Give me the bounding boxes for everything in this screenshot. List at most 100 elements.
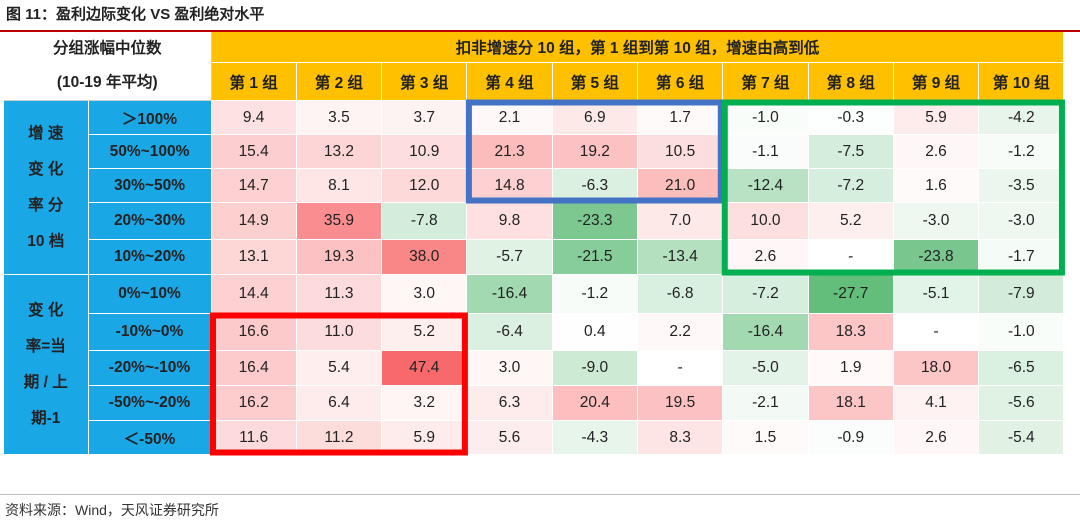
heatmap-cell: -6.8: [637, 274, 724, 314]
row-group-label-line: 10 档: [27, 232, 65, 250]
heatmap-cell: 16.2: [211, 385, 297, 421]
heatmap-cell: 1.5: [722, 420, 809, 455]
column-header: 第 6 组: [637, 62, 724, 101]
column-header: 第 10 组: [978, 62, 1065, 101]
heatmap-cell: 14.9: [211, 202, 297, 240]
heatmap-cell: -3.0: [893, 202, 980, 240]
row-group-label-line: 增 速: [28, 124, 64, 142]
heatmap-cell: 14.7: [211, 168, 297, 203]
heatmap-cell: 16.6: [211, 313, 297, 351]
heatmap-cell: -16.4: [722, 313, 809, 351]
heatmap-cell: -1.0: [978, 313, 1065, 351]
heatmap-cell: 5.9: [381, 420, 468, 455]
row-label: -10%~0%: [88, 313, 212, 351]
heatmap-cell: 21.0: [637, 168, 724, 203]
title-rule: [0, 30, 1080, 32]
row-group-label: 变 化率=当期 / 上期-1: [4, 274, 89, 455]
heatmap-cell: 3.5: [296, 100, 383, 135]
row-group-label-line: 期-1: [31, 409, 61, 427]
heatmap-cell: 13.2: [296, 134, 383, 169]
heatmap-cell: 11.6: [211, 420, 297, 455]
heatmap-cell: 3.0: [466, 350, 553, 386]
heatmap-cell: 6.3: [466, 385, 553, 421]
row-label: 0%~10%: [88, 274, 212, 314]
heatmap-cell: -5.6: [978, 385, 1065, 421]
heatmap-cell: 4.1: [893, 385, 980, 421]
heatmap-cell: -6.4: [466, 313, 553, 351]
heatmap-cell: -5.7: [466, 239, 553, 275]
heatmap-cell: 18.0: [893, 350, 980, 386]
heatmap-cell: -21.5: [552, 239, 638, 275]
heatmap-cell: -: [893, 313, 980, 351]
heatmap-cell: 2.6: [893, 134, 980, 169]
heatmap-cell: -5.4: [978, 420, 1065, 455]
heatmap-cell: -12.4: [722, 168, 809, 203]
column-header: 第 5 组: [552, 62, 638, 101]
row-group-label: 增 速变 化率 分 10 档: [4, 100, 89, 275]
figure-title: 图 11：盈利边际变化 VS 盈利绝对水平: [6, 6, 265, 23]
heatmap-table: 分组涨幅中位数 (10-19 年平均) 扣非增速分 10 组，第 1 组到第 10 …: [4, 32, 1065, 455]
row-label: 10%~20%: [88, 239, 212, 275]
heatmap-cell: 11.2: [296, 420, 383, 455]
heatmap-cell: 15.4: [211, 134, 297, 169]
heatmap-cell: -4.3: [552, 420, 638, 455]
heatmap-cell: 2.6: [893, 420, 980, 455]
heatmap-cell: -9.0: [552, 350, 638, 386]
column-header: 第 3 组: [381, 62, 468, 101]
heatmap-cell: -23.3: [552, 202, 638, 240]
heatmap-cell: 14.4: [211, 274, 297, 314]
highlight-box: [721, 99, 1065, 276]
row-group-label-line: 率=当: [25, 337, 66, 355]
column-header: 第 7 组: [722, 62, 809, 101]
heatmap-cell: 1.9: [808, 350, 894, 386]
heatmap-cell: 7.0: [637, 202, 724, 240]
heatmap-cell: 8.1: [296, 168, 383, 203]
column-header: 第 1 组: [211, 62, 297, 101]
column-group-title: 扣非增速分 10 组，第 1 组到第 10 组，增速由高到低: [211, 32, 1065, 64]
heatmap-cell: 11.0: [296, 313, 383, 351]
heatmap-cell: -7.2: [722, 274, 809, 314]
heatmap-cell: 47.4: [381, 350, 468, 386]
heatmap-cell: -6.3: [552, 168, 638, 203]
heatmap-cell: 13.1: [211, 239, 297, 275]
heatmap-cell: 2.1: [466, 100, 553, 135]
source-note: 资料来源：Wind，天风证券研究所: [5, 502, 219, 518]
row-group-label-line: 率 分: [28, 196, 64, 214]
row-label: 20%~30%: [88, 202, 212, 240]
heatmap-cell: -: [637, 350, 724, 386]
heatmap-cell: 6.4: [296, 385, 383, 421]
row-label: ＞100%: [88, 100, 212, 135]
heatmap-cell: 5.2: [381, 313, 468, 351]
heatmap-cell: 1.6: [893, 168, 980, 203]
heatmap-cell: 21.3: [466, 134, 553, 169]
heatmap-cell: -1.7: [978, 239, 1065, 275]
heatmap-cell: 18.3: [808, 313, 894, 351]
column-header: 第 8 组: [808, 62, 894, 101]
heatmap-cell: 5.4: [296, 350, 383, 386]
heatmap-cell: -5.0: [722, 350, 809, 386]
heatmap-cell: 14.8: [466, 168, 553, 203]
heatmap-cell: -1.0: [722, 100, 809, 135]
column-header: 第 9 组: [893, 62, 980, 101]
heatmap-cell: 3.7: [381, 100, 468, 135]
column-header: 第 2 组: [296, 62, 383, 101]
heatmap-cell: 5.2: [808, 202, 894, 240]
heatmap-cell: -0.3: [808, 100, 894, 135]
heatmap-cell: -4.2: [978, 100, 1065, 135]
row-label: -50%~-20%: [88, 385, 212, 421]
heatmap-cell: 0.4: [552, 313, 638, 351]
heatmap-cell: 19.2: [552, 134, 638, 169]
heatmap-cell: 6.9: [552, 100, 638, 135]
heatmap-cell: 20.4: [552, 385, 638, 421]
heatmap-cell: -1.1: [722, 134, 809, 169]
row-group-label-line: 变 化: [28, 301, 64, 319]
heatmap-cell: -: [808, 239, 894, 275]
heatmap-cell: 38.0: [381, 239, 468, 275]
row-label: -20%~-10%: [88, 350, 212, 386]
row-group-label-line: 变 化: [28, 160, 64, 178]
heatmap-cell: -1.2: [552, 274, 638, 314]
heatmap-cell: 5.6: [466, 420, 553, 455]
row-label: ＜-50%: [88, 420, 212, 455]
heatmap-cell: 16.4: [211, 350, 297, 386]
